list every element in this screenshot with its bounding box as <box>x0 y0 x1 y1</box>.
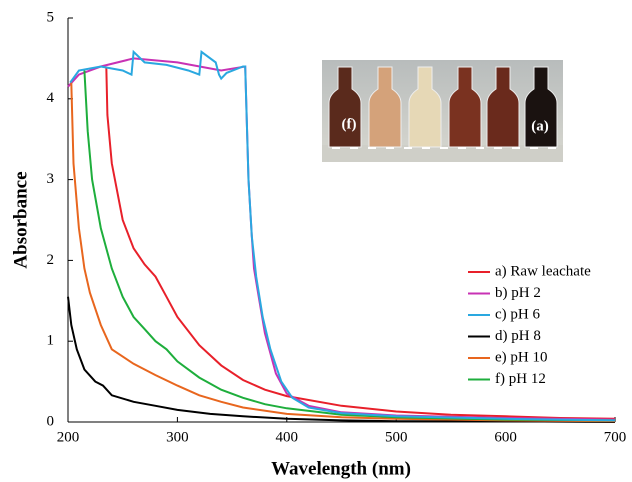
legend-label: f) pH 12 <box>495 371 546 387</box>
x-tick-label: 200 <box>57 429 80 445</box>
legend-label: d) pH 8 <box>495 328 541 344</box>
x-tick-label: 400 <box>276 429 299 445</box>
inset-photo <box>322 60 563 162</box>
y-axis-label: Absorbance <box>10 171 31 268</box>
x-tick-label: 500 <box>385 429 408 445</box>
legend-label: e) pH 10 <box>495 349 548 365</box>
series-line <box>83 70 616 422</box>
y-tick-label: 3 <box>47 171 55 187</box>
x-tick-label: 600 <box>494 429 517 445</box>
y-tick-label: 2 <box>47 252 55 268</box>
series-line <box>70 82 616 423</box>
y-tick-label: 4 <box>47 90 55 106</box>
y-tick-label: 5 <box>47 9 55 25</box>
x-tick-label: 700 <box>604 429 627 445</box>
annotation: (f) <box>342 116 357 132</box>
series-line <box>105 66 616 420</box>
x-axis-label: Wavelength (nm) <box>271 458 411 479</box>
series-line <box>67 296 616 423</box>
legend-label: c) pH 6 <box>495 306 540 322</box>
y-tick-label: 1 <box>47 333 55 349</box>
series-line <box>69 49 616 422</box>
y-tick-label: 0 <box>47 413 55 429</box>
legend-label: a) Raw leachate <box>495 263 591 279</box>
legend-label: b) pH 2 <box>495 285 541 301</box>
x-tick-label: 300 <box>166 429 189 445</box>
annotation: (a) <box>531 118 549 134</box>
